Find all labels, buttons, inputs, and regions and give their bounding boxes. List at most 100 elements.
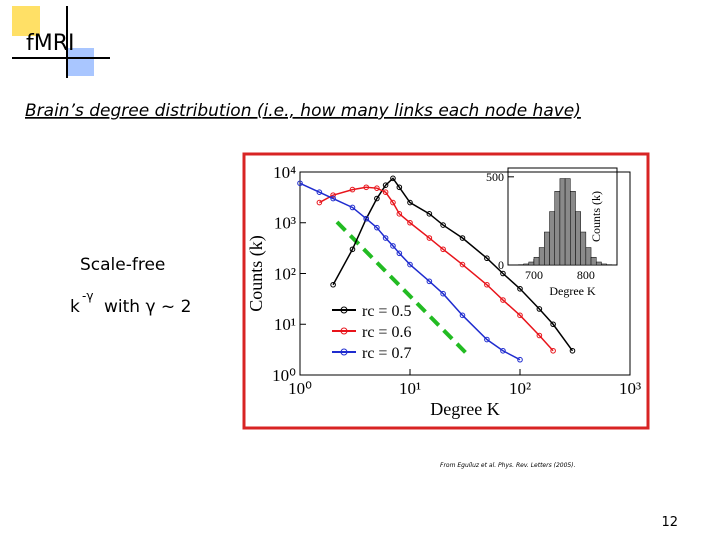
series-line	[299, 182, 521, 361]
series-marker	[517, 356, 523, 363]
series-marker	[536, 306, 543, 312]
series-marker	[297, 180, 303, 187]
x-axis-label: Degree K	[430, 399, 499, 419]
x-tick-label: 700	[525, 268, 543, 282]
legend-marker	[340, 306, 348, 314]
histogram-bar	[580, 231, 587, 266]
legend-marker	[340, 327, 348, 335]
series-marker	[407, 199, 413, 206]
series-marker	[484, 281, 490, 288]
series-marker	[500, 297, 506, 303]
series-marker	[330, 192, 336, 198]
legend-label: rc = 0.7	[362, 345, 411, 362]
series-marker	[349, 186, 356, 193]
histogram-bar	[559, 178, 566, 266]
series-marker	[374, 195, 380, 202]
y-tick-label: 0	[498, 258, 504, 272]
series-marker	[407, 219, 413, 226]
series-marker	[374, 224, 380, 231]
series-marker	[330, 195, 336, 202]
x-tick-label: 10²	[509, 379, 531, 398]
histogram-bar	[544, 231, 550, 266]
series-marker	[484, 255, 490, 262]
histogram-bar	[538, 247, 545, 266]
formula-base: k	[70, 297, 80, 317]
slide-title: fMRI	[26, 31, 75, 56]
series-marker	[500, 347, 506, 354]
y-tick-label: 500	[486, 170, 504, 184]
y-tick-label: 10²	[274, 264, 296, 283]
series-marker	[330, 281, 336, 288]
page-number: 12	[661, 515, 678, 530]
series-marker	[500, 270, 506, 277]
series-marker	[440, 222, 446, 228]
series-marker	[459, 312, 466, 319]
series-marker	[396, 250, 403, 257]
series-marker	[349, 246, 356, 253]
histogram-bar	[575, 211, 581, 266]
x-axis-label: Degree K	[549, 284, 596, 298]
histogram-bar	[523, 263, 530, 266]
histogram-bar	[601, 263, 607, 266]
legend-label: rc = 0.5	[362, 303, 411, 320]
y-tick-label: 10¹	[274, 315, 296, 334]
series-marker	[459, 261, 466, 268]
series-marker	[390, 199, 396, 206]
slide-subtitle: Brain’s degree distribution (i.e., how m…	[25, 101, 581, 121]
series-marker	[569, 347, 576, 354]
series-marker	[550, 347, 556, 354]
series-marker	[517, 285, 523, 292]
series-marker	[382, 182, 389, 188]
series-marker	[382, 235, 389, 241]
series-line	[319, 186, 554, 352]
histogram-bar	[554, 191, 561, 266]
series-marker	[316, 189, 323, 195]
y-axis-label: Counts (k)	[589, 191, 603, 242]
citation: From Eguíluz et al. Phys. Rev. Letters (…	[440, 462, 576, 469]
series-marker	[459, 235, 466, 241]
histogram-bar	[585, 247, 592, 266]
series-marker	[374, 185, 380, 191]
histogram-bar	[595, 261, 602, 266]
histogram-bar	[533, 256, 540, 266]
series-marker	[440, 290, 446, 297]
y-axis-label: Counts (k)	[246, 235, 267, 312]
figure-frame	[242, 152, 650, 430]
series-marker	[426, 278, 433, 285]
series-marker	[407, 261, 413, 268]
y-tick-label: 10⁰	[272, 366, 296, 385]
series-marker	[390, 243, 396, 249]
formula-rest: with γ ~ 2	[104, 297, 191, 317]
histogram-bar	[528, 261, 535, 266]
series-line	[332, 177, 574, 352]
series-marker	[426, 211, 433, 217]
series-marker	[550, 321, 556, 328]
y-tick-label: 10⁴	[273, 163, 296, 182]
series-marker	[390, 175, 396, 182]
series-marker	[517, 312, 523, 319]
histogram-bar	[570, 191, 576, 266]
note: Scale-free	[80, 255, 165, 275]
histogram-bar	[564, 178, 571, 266]
series-marker	[396, 211, 403, 217]
deco-square	[12, 6, 40, 36]
x-tick-label: 10³	[619, 379, 641, 398]
series-marker	[440, 246, 446, 253]
x-tick-label: 800	[577, 268, 595, 282]
series-marker	[363, 184, 370, 191]
power-law-guide	[335, 220, 470, 357]
series-marker	[396, 184, 403, 191]
series-marker	[382, 189, 389, 195]
formula-exponent: -γ	[82, 289, 93, 303]
histogram-bar	[549, 211, 555, 266]
x-tick-label: 10¹	[399, 379, 421, 398]
legend-marker	[340, 348, 348, 356]
series-marker	[363, 215, 370, 222]
series-marker	[484, 336, 490, 343]
charts: 10⁰ 10¹ 10² 10³ 10⁰ 10¹ 10² 10³ 10⁴ Degree K Count…	[246, 163, 641, 419]
deco-square	[66, 48, 94, 76]
y-tick-label: 10³	[274, 214, 296, 233]
series-marker	[349, 204, 356, 211]
legend-label: rc = 0.6	[362, 324, 411, 341]
